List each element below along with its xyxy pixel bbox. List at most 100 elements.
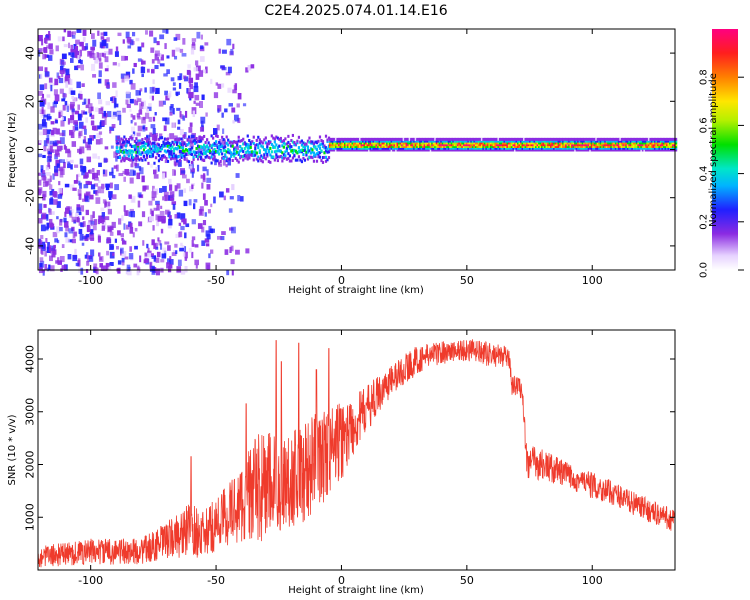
band-cell — [562, 139, 565, 143]
band-cell — [157, 147, 161, 151]
band-cell — [404, 139, 407, 143]
band-cell — [489, 144, 493, 148]
band-cell — [420, 143, 423, 147]
band-cell — [489, 148, 493, 152]
band-cell — [200, 150, 203, 154]
noise-cell — [225, 71, 231, 76]
band-cell — [523, 141, 526, 145]
band-cell — [560, 143, 563, 147]
band-cell — [607, 139, 610, 143]
noise-cell — [189, 186, 194, 192]
noise-cell — [77, 113, 82, 121]
band-cell — [450, 146, 453, 150]
noise-cell — [68, 228, 74, 234]
band-cell — [267, 142, 270, 146]
noise-cell — [201, 182, 204, 189]
band-cell — [435, 141, 438, 145]
band-cell — [560, 144, 563, 148]
noise-cell — [48, 55, 53, 61]
band-cell — [452, 144, 455, 148]
noise-cell — [206, 184, 211, 190]
band-cell — [193, 152, 197, 156]
band-cell — [215, 149, 218, 153]
noise-cell — [57, 36, 62, 42]
band-cell — [571, 139, 574, 143]
band-cell — [563, 141, 566, 145]
band-cell — [444, 144, 447, 148]
band-cell — [632, 148, 636, 152]
band-cell — [246, 134, 249, 138]
noise-cell — [155, 214, 160, 221]
noise-cell — [66, 206, 70, 211]
band-cell — [172, 152, 176, 156]
band-cell — [363, 148, 366, 152]
band-cell — [507, 141, 511, 145]
band-cell — [306, 148, 310, 152]
band-cell — [138, 139, 141, 143]
y-tick-label: 40 — [24, 46, 37, 60]
band-cell — [653, 148, 657, 152]
band-cell — [501, 148, 505, 152]
noise-cell — [95, 190, 98, 196]
band-cell — [462, 143, 466, 147]
noise-cell — [132, 131, 136, 136]
noise-cell — [171, 252, 177, 257]
noise-cell — [187, 64, 191, 69]
band-cell — [547, 143, 550, 147]
band-cell — [348, 137, 351, 141]
band-cell — [474, 144, 478, 148]
band-cell — [647, 141, 651, 145]
band-cell — [366, 143, 369, 147]
noise-cell — [72, 31, 76, 35]
noise-cell — [217, 83, 222, 89]
band-cell — [178, 145, 182, 149]
noise-cell — [85, 117, 89, 123]
band-cell — [482, 148, 485, 152]
band-cell — [419, 137, 422, 141]
band-cell — [434, 143, 437, 147]
band-cell — [571, 143, 574, 147]
band-cell — [626, 141, 630, 145]
band-cell — [462, 146, 466, 150]
noise-cell — [171, 49, 176, 57]
noise-cell — [67, 161, 71, 169]
band-cell — [613, 144, 616, 148]
noise-cell — [87, 98, 91, 105]
band-cell — [405, 148, 408, 152]
band-cell — [365, 146, 368, 150]
band-cell — [351, 137, 354, 141]
band-cell — [565, 141, 568, 145]
noise-cell — [54, 94, 60, 102]
noise-cell — [167, 245, 171, 251]
band-cell — [470, 146, 473, 150]
spectrogram-ylabel: Frequency (Hz) — [7, 112, 18, 188]
band-cell — [221, 156, 224, 160]
noise-cell — [77, 104, 80, 110]
band-cell — [429, 144, 432, 148]
noise-cell — [100, 32, 104, 36]
band-cell — [491, 143, 494, 147]
band-cell — [390, 137, 393, 141]
band-cell — [559, 148, 562, 152]
band-cell — [432, 146, 435, 150]
noise-cell — [158, 100, 164, 107]
band-cell — [246, 149, 249, 153]
noise-cell — [57, 187, 63, 194]
band-cell — [124, 150, 127, 154]
band-cell — [306, 145, 310, 149]
band-cell — [326, 158, 329, 162]
band-cell — [326, 150, 329, 154]
noise-cell — [38, 203, 43, 210]
noise-cell — [162, 117, 168, 122]
band-cell — [381, 146, 384, 150]
noise-cell — [184, 266, 188, 273]
noise-cell — [152, 225, 155, 231]
noise-cell — [38, 153, 43, 158]
band-cell — [495, 144, 499, 148]
band-cell — [354, 143, 357, 147]
band-cell — [181, 151, 185, 155]
band-cell — [517, 141, 520, 145]
band-cell — [473, 148, 476, 152]
noise-cell — [130, 210, 136, 218]
noise-cell — [47, 102, 51, 110]
